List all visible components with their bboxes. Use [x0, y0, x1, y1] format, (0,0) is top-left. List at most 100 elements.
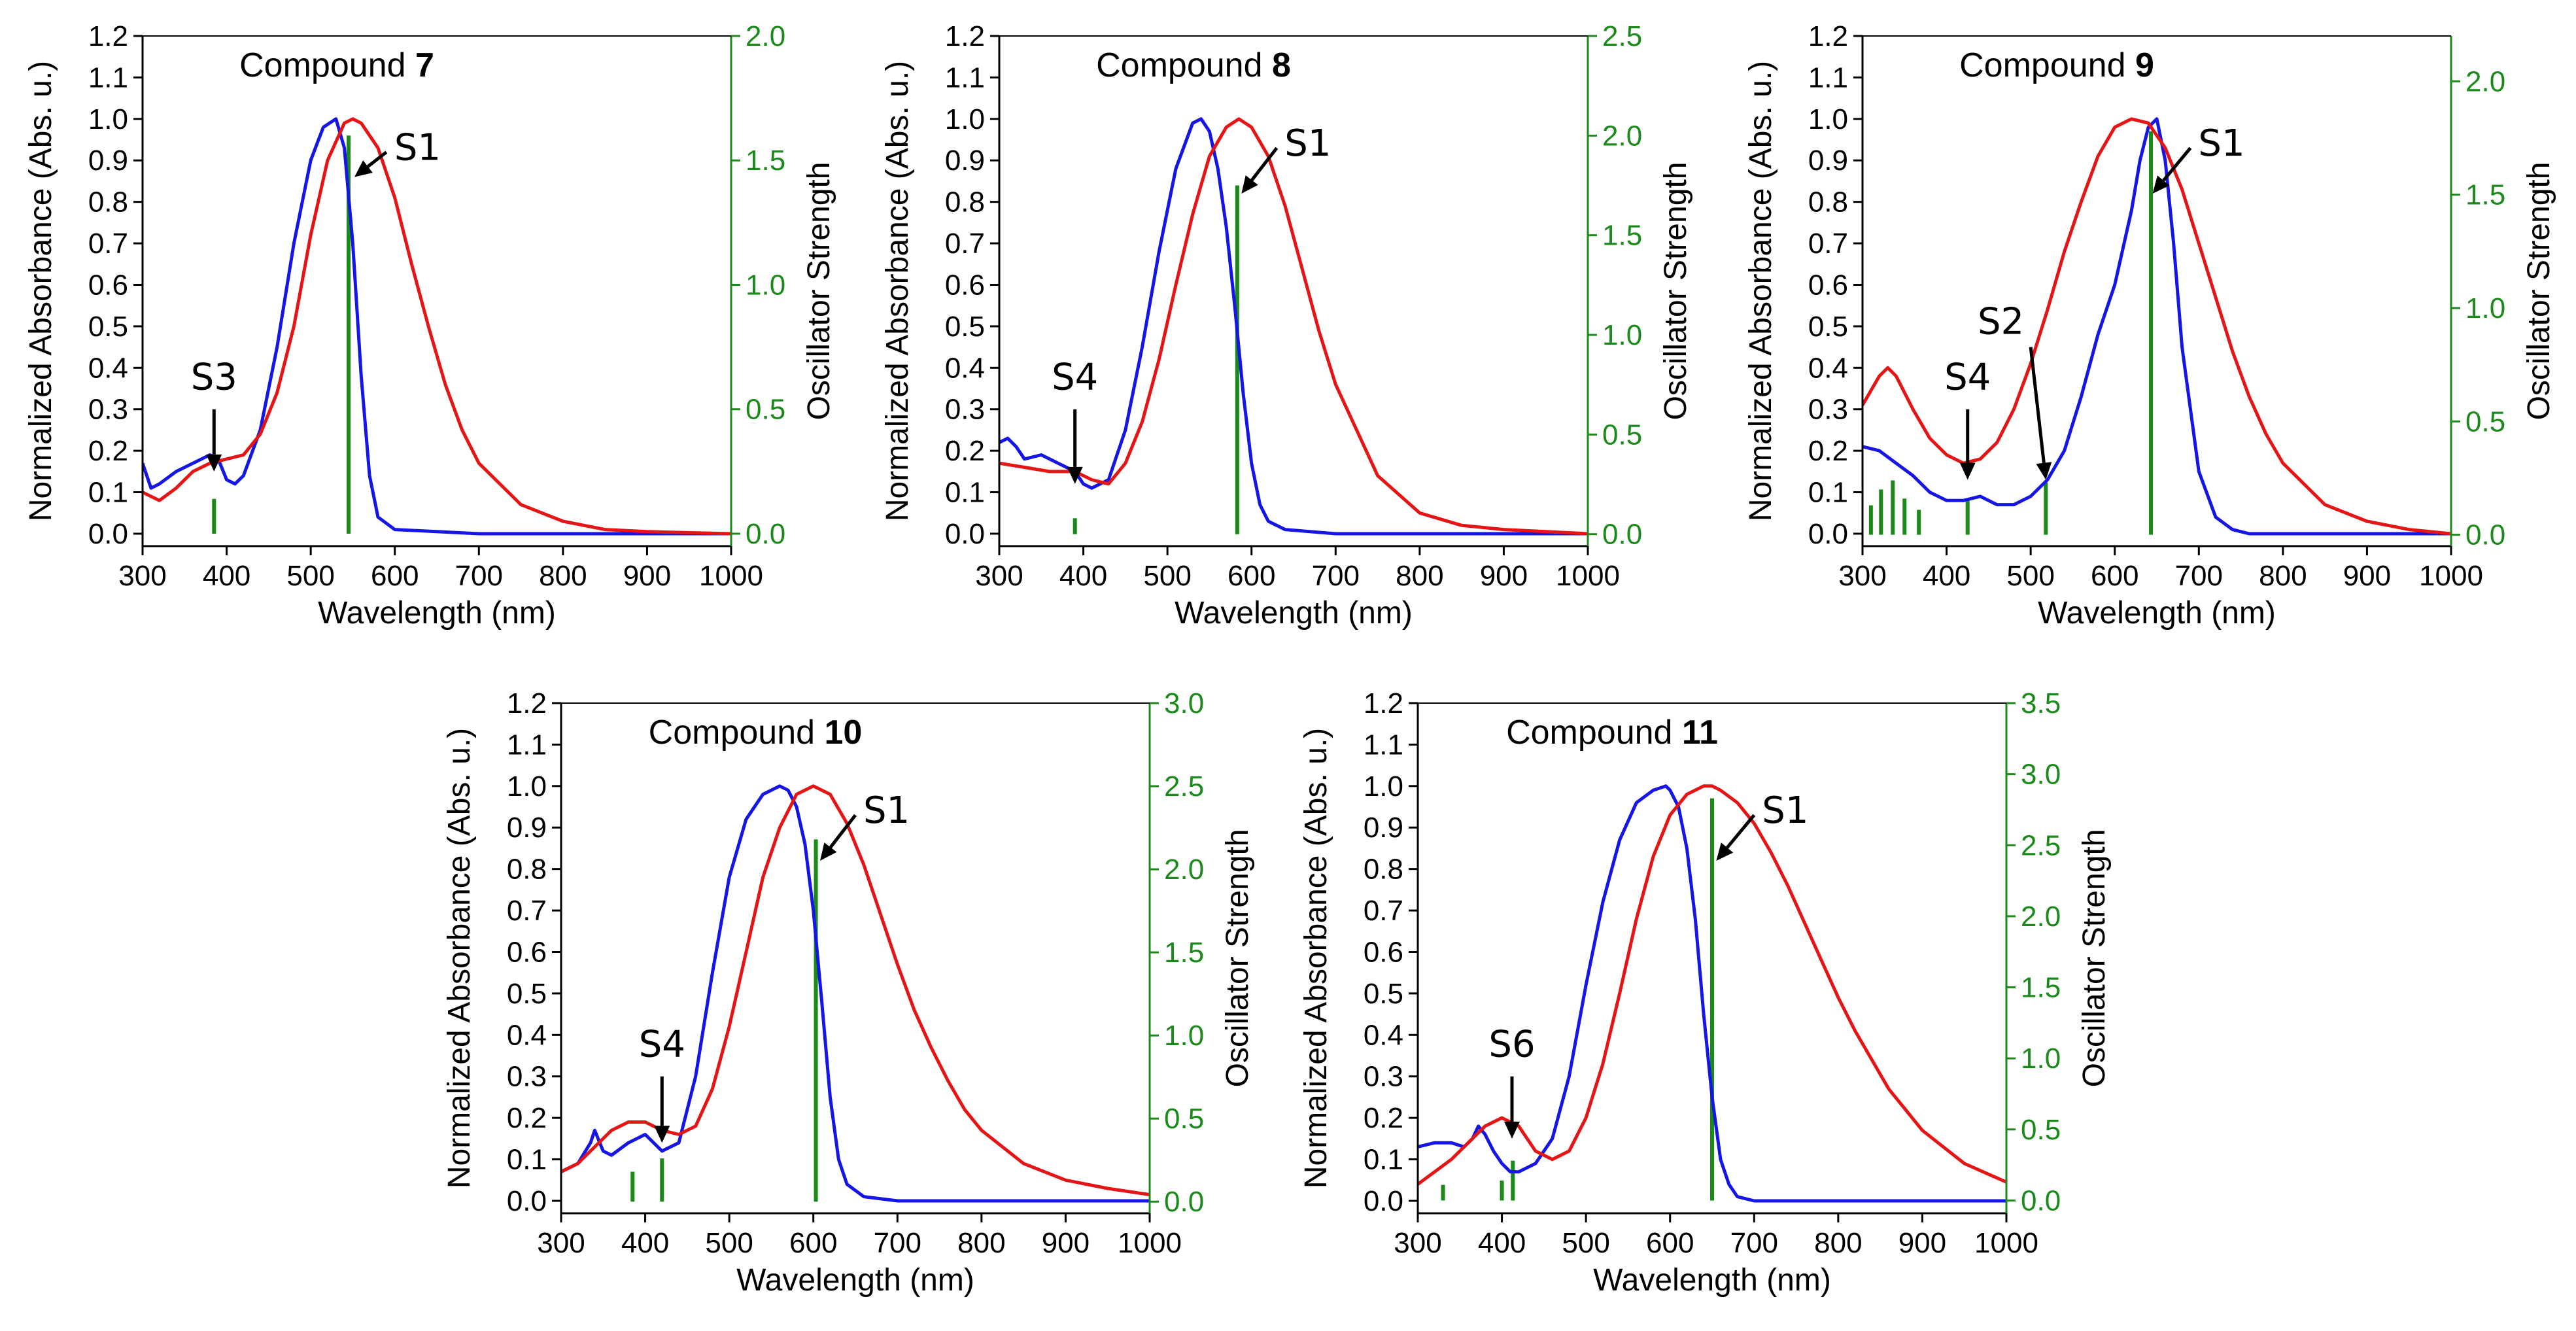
y-tick-label-0.1: 0.1: [1808, 477, 1848, 509]
x-tick-label-500: 500: [1562, 1227, 1609, 1259]
series-line-blue: [1418, 784, 2006, 1203]
x-tick-label-900: 900: [623, 560, 671, 592]
annotation-label-S1: S1: [1762, 789, 1808, 832]
annotation-arrowhead-S1: [1716, 842, 1734, 861]
y-tick-label-0.6: 0.6: [1808, 269, 1848, 301]
x-tick-label-1000: 1000: [2419, 560, 2483, 592]
y-tick-label-0.4: 0.4: [507, 1019, 547, 1051]
y2-tick-label-2.5: 2.5: [2021, 829, 2061, 861]
annotation-arrowhead-S3: [206, 454, 222, 472]
y-tick-label-0.0: 0.0: [945, 518, 985, 550]
y-tick-label-0.0: 0.0: [1364, 1185, 1403, 1217]
x-tick-label-500: 500: [286, 560, 334, 592]
annotation-arrowhead-S4: [1959, 462, 1976, 480]
series-line-red: [143, 117, 731, 536]
series-line-blue: [1863, 117, 2451, 536]
x-tick-label-800: 800: [957, 1227, 1005, 1259]
y-tick-label-0.8: 0.8: [1364, 854, 1403, 886]
annotation-label-S1: S1: [1284, 122, 1331, 165]
y2-tick-label-1.0: 1.0: [2465, 292, 2505, 324]
y-tick-label-0.7: 0.7: [945, 228, 985, 260]
y-tick-label-0.1: 0.1: [88, 477, 128, 509]
y-tick-label-0.2: 0.2: [945, 435, 985, 467]
y2-tick-label-0.0: 0.0: [1602, 519, 1642, 551]
y2-tick-label-0.0: 0.0: [2021, 1184, 2061, 1217]
y-tick-label-0.4: 0.4: [1364, 1019, 1403, 1051]
annotation-label-S1: S1: [394, 127, 441, 169]
y-tick-label-0.0: 0.0: [1808, 518, 1848, 550]
y-tick-label-1.2: 1.2: [945, 20, 985, 52]
transitions-group: [1073, 185, 1239, 534]
y-tick-label-0.3: 0.3: [945, 394, 985, 426]
y-tick-label-0.3: 0.3: [1808, 394, 1848, 426]
y2-axis-title: Oscillator Strength: [2077, 829, 2112, 1088]
annotation-label-S4: S4: [1052, 356, 1098, 399]
y-tick-label-0.2: 0.2: [1364, 1102, 1403, 1134]
x-tick-label-400: 400: [203, 560, 250, 592]
annotation-arrowhead-S2: [2036, 462, 2052, 480]
y-axis-title: Normalized Absorbance (Abs. u.): [24, 61, 58, 521]
y-tick-label-0.1: 0.1: [507, 1144, 547, 1176]
y-tick-label-1.0: 1.0: [945, 103, 985, 135]
y-tick-label-0.1: 0.1: [945, 477, 985, 509]
y-tick-label-1.0: 1.0: [88, 103, 128, 135]
y-tick-label-0.5: 0.5: [88, 311, 128, 343]
y2-tick-label-3.5: 3.5: [2021, 687, 2061, 719]
series-group: [999, 117, 1588, 536]
annotation-label-S3: S3: [191, 356, 237, 399]
x-tick-label-300: 300: [118, 560, 166, 592]
x-tick-label-800: 800: [1814, 1227, 1862, 1259]
x-axis-title: Wavelength (nm): [1175, 596, 1413, 631]
y2-tick-label-0.0: 0.0: [2465, 519, 2505, 551]
y2-tick-label-0.0: 0.0: [1164, 1186, 1204, 1218]
y2-tick-label-1.0: 1.0: [746, 269, 785, 301]
annotation-arrowhead-S4: [1067, 466, 1083, 484]
x-tick-label-1000: 1000: [1556, 560, 1620, 592]
y-tick-label-0.6: 0.6: [88, 269, 128, 301]
annotation-arrowhead-S1: [820, 842, 837, 861]
y-tick-label-1.2: 1.2: [1808, 20, 1848, 52]
y-tick-label-1.1: 1.1: [1364, 729, 1403, 761]
y-tick-label-0.2: 0.2: [507, 1102, 547, 1134]
y-axis-title: Normalized Absorbance (Abs. u.): [1299, 728, 1333, 1188]
y2-axis-title: Oscillator Strength: [802, 162, 836, 421]
y-tick-label-0.6: 0.6: [945, 269, 985, 301]
x-axis-title: Wavelength (nm): [318, 596, 556, 631]
x-tick-label-300: 300: [537, 1227, 585, 1259]
chart-title-prefix: Compound: [1096, 46, 1272, 84]
y-tick-label-0.3: 0.3: [1364, 1061, 1403, 1093]
chart-title: Compound 11: [1506, 714, 1718, 752]
x-tick-label-900: 900: [1042, 1227, 1090, 1259]
y-axis-title: Normalized Absorbance (Abs. u.): [1743, 61, 1778, 521]
x-tick-label-800: 800: [2259, 560, 2307, 592]
y-tick-label-0.7: 0.7: [1808, 228, 1848, 260]
y2-tick-label-2.0: 2.0: [1164, 854, 1204, 886]
y-tick-label-0.6: 0.6: [1364, 936, 1403, 968]
series-line-red: [999, 117, 1588, 536]
series-group: [561, 784, 1150, 1203]
annotation-arrow-line-S1: [1250, 147, 1279, 181]
y-tick-label-1.2: 1.2: [507, 687, 547, 719]
series-group: [1863, 117, 2451, 536]
x-tick-label-1000: 1000: [1974, 1227, 2038, 1259]
annotation-label-S2: S2: [1978, 301, 2024, 343]
y2-axis-title: Oscillator Strength: [2522, 162, 2556, 421]
y-tick-label-0.5: 0.5: [1808, 311, 1848, 343]
y-tick-label-0.0: 0.0: [88, 518, 128, 550]
y-tick-label-0.2: 0.2: [1808, 435, 1848, 467]
chart-panel-compound-10: 300 400 500 600 700 800 900 1000 0.0 0.1 0.2 0.3 0.4…: [442, 687, 1255, 1298]
chart-title-prefix: Compound: [649, 714, 825, 752]
y-tick-label-1.0: 1.0: [1808, 103, 1848, 135]
x-tick-label-300: 300: [1394, 1227, 1441, 1259]
annotation-label-S1: S1: [2198, 122, 2244, 165]
y-tick-label-0.3: 0.3: [507, 1061, 547, 1093]
y2-tick-label-2.0: 2.0: [746, 20, 785, 52]
x-tick-label-1000: 1000: [699, 560, 763, 592]
x-tick-label-900: 900: [1480, 560, 1528, 592]
y-tick-label-0.5: 0.5: [945, 311, 985, 343]
y2-axis-title: Oscillator Strength: [1220, 829, 1255, 1088]
chart-panel-compound-7: 300 400 500 600 700 800 900 1000 0.0 0.1 0.2 0.3 0.4…: [24, 20, 836, 631]
annotation-arrowhead-S1: [1241, 175, 1258, 194]
series-line-blue: [143, 117, 731, 536]
chart-title-prefix: Compound: [1506, 714, 1682, 752]
